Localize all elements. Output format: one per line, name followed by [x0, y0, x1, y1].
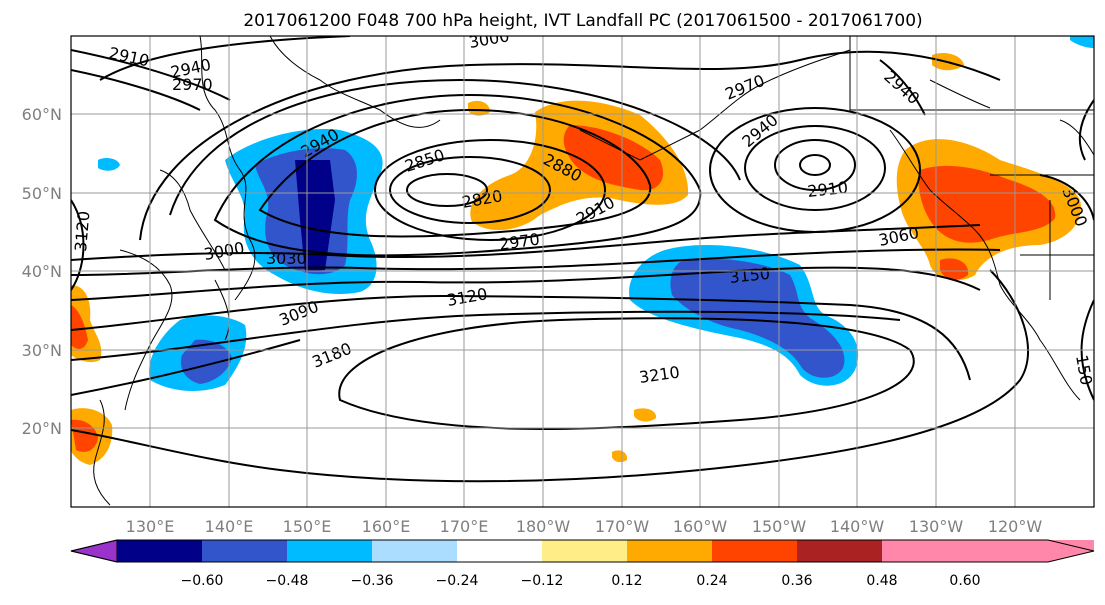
contour-label: 3120 — [71, 210, 93, 252]
map-frame — [70, 35, 1095, 508]
lat-label: 60°N — [22, 105, 62, 124]
colorbar: −0.60 −0.48 −0.36 −0.24 −0.12 0.12 0.24 … — [70, 539, 1095, 589]
contour-label: 2910 — [806, 178, 848, 201]
colorbar-tick: 0.36 — [781, 573, 812, 589]
colorbar-segment — [882, 540, 965, 562]
colorbar-segment — [287, 540, 372, 562]
colorbar-tick: −0.48 — [266, 573, 309, 589]
ivt-positive-shading — [71, 36, 1094, 465]
contour-label: 3030 — [266, 249, 307, 268]
colorbar-tick: 0.60 — [949, 573, 980, 589]
colorbar-tick: −0.24 — [436, 573, 479, 589]
colorbar-segment — [372, 540, 457, 562]
figure-title: 2017061200 F048 700 hPa height, IVT Land… — [243, 11, 922, 31]
height-contours — [71, 36, 1094, 483]
lon-label: 140°E — [205, 517, 254, 536]
colorbar-segment — [712, 540, 797, 562]
latitude-labels: 20°N 30°N 40°N 50°N 60°N — [22, 105, 62, 438]
lon-label: 120°W — [988, 517, 1043, 536]
colorbar-tick: 0.48 — [866, 573, 897, 589]
colorbar-segment — [542, 540, 627, 562]
lon-label: 160°W — [673, 517, 728, 536]
lon-label: 160°E — [362, 517, 411, 536]
lon-label: 150°W — [752, 517, 807, 536]
contour-label: 150 — [1072, 353, 1096, 386]
colorbar-segment — [117, 540, 202, 562]
colorbar-segment — [797, 540, 882, 562]
longitude-labels: 130°E 140°E 150°E 160°E 170°E 180°W 170°… — [126, 517, 1043, 536]
lon-label: 130°W — [909, 517, 964, 536]
ivt-negative-shading — [98, 129, 859, 392]
lat-label: 30°N — [22, 341, 62, 360]
lat-label: 40°N — [22, 262, 62, 281]
colorbar-outline — [70, 539, 1095, 563]
lon-label: 140°W — [830, 517, 885, 536]
contour-label: 2970 — [172, 75, 213, 94]
colorbar-extend-low — [70, 539, 118, 563]
lat-label: 20°N — [22, 419, 62, 438]
colorbar-segment — [457, 540, 542, 562]
lon-label: 180°W — [516, 517, 571, 536]
colorbar-tick: 0.12 — [611, 573, 642, 589]
colorbar-tick: −0.36 — [351, 573, 394, 589]
colorbar-tick: −0.12 — [521, 573, 564, 589]
lat-label: 50°N — [22, 184, 62, 203]
lon-label: 170°W — [595, 517, 650, 536]
colorbar-segment — [202, 540, 287, 562]
colorbar-tick: 0.24 — [696, 573, 727, 589]
gridlines — [71, 36, 1094, 507]
lon-label: 170°E — [440, 517, 489, 536]
lon-label: 130°E — [126, 517, 175, 536]
contour-label: 3150 — [728, 264, 770, 287]
colorbar-segment — [627, 540, 712, 562]
colorbar-tick: −0.60 — [181, 573, 224, 589]
lon-label: 150°E — [283, 517, 332, 536]
colorbar-ticks: −0.60 −0.48 −0.36 −0.24 −0.12 0.12 0.24 … — [181, 573, 981, 589]
